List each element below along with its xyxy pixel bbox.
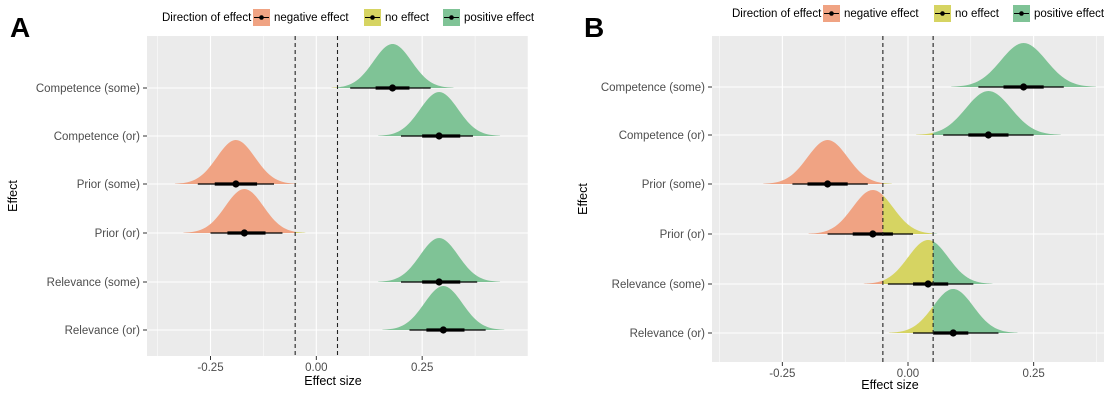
y-tick-label: Prior (some): [642, 179, 705, 191]
x-axis-title: Effect size: [304, 374, 361, 388]
legend-key-point: [259, 15, 264, 20]
legend-key-point: [940, 11, 945, 16]
legend-key-point: [829, 11, 834, 16]
median-point: [949, 329, 957, 337]
density-no-effect-3: [882, 195, 934, 234]
density-positive-5: [933, 289, 1018, 333]
y-axis-title: Effect: [576, 183, 590, 215]
legend-label: negative effect: [274, 12, 349, 24]
y-tick-label: Prior (or): [660, 229, 706, 241]
legend-key-point: [449, 15, 454, 20]
chart-panel-b: Competence (some) Competence (or) Prior (s…: [576, 5, 1104, 392]
density-positive-1: [933, 91, 1061, 135]
median-point: [439, 326, 447, 334]
density-positive-0: [951, 43, 1096, 87]
legend-key-point: [370, 15, 375, 20]
y-tick-label: Competence (some): [601, 82, 705, 94]
median-point: [435, 132, 443, 140]
panel-a-label: A: [10, 12, 31, 43]
y-tick-label: Relevance (some): [612, 279, 705, 291]
legend-label: negative effect: [844, 8, 919, 20]
x-tick-label: 0.25: [1022, 368, 1044, 380]
density-negative-3: [183, 189, 296, 233]
y-axis-title: Effect: [6, 180, 20, 212]
median-point: [240, 229, 248, 237]
median-point: [435, 278, 443, 286]
density-negative-4: [863, 280, 883, 284]
median-point: [823, 180, 832, 188]
y-tick-label: Relevance (some): [47, 277, 140, 289]
density-no-effect-5: [888, 306, 934, 333]
density-no-effect-0: [331, 87, 338, 88]
y-tick-label: Prior (some): [77, 179, 140, 191]
legend-title: Direction of effect: [162, 12, 252, 24]
x-tick-label: 0.00: [897, 368, 919, 380]
x-tick-label: -0.25: [197, 362, 223, 374]
y-tick-label: Competence (some): [36, 83, 140, 95]
plot-background: [147, 36, 528, 356]
x-tick-label: -0.25: [769, 368, 795, 380]
y-tick-label: Relevance (or): [630, 328, 706, 340]
density-positive-0: [337, 44, 454, 88]
x-axis-title: Effect size: [861, 378, 918, 392]
density-no-effect-4: [882, 240, 934, 284]
median-point: [232, 180, 240, 188]
y-tick-label: Competence (or): [54, 131, 140, 143]
x-tick-label: 0.00: [305, 362, 327, 374]
legend-title: Direction of effect: [732, 8, 822, 20]
median-point: [869, 230, 877, 238]
median-point: [924, 280, 932, 288]
density-positive-4: [378, 238, 501, 282]
density-no-effect-3: [295, 231, 306, 233]
median-point: [1019, 83, 1028, 91]
legend-label: no effect: [955, 8, 1000, 20]
density-negative-2: [174, 140, 296, 184]
y-tick-label: Competence (or): [619, 130, 705, 142]
y-tick-label: Prior (or): [95, 228, 141, 240]
density-negative-3: [808, 190, 883, 234]
legend-label: no effect: [385, 12, 430, 24]
legend-key-point: [1019, 11, 1024, 16]
density-positive-1: [378, 92, 501, 136]
x-tick-label: 0.25: [411, 362, 433, 374]
panel-b-label: B: [584, 12, 605, 43]
density-no-effect-1: [916, 132, 934, 135]
y-tick-label: Relevance (or): [65, 325, 141, 337]
median-point: [984, 131, 993, 139]
chart-panel-a: Competence (some) Competence (or) Prior (s…: [6, 9, 535, 388]
density-positive-4: [933, 241, 993, 284]
legend-label: positive effect: [1034, 8, 1104, 20]
density-negative-2: [763, 140, 883, 184]
median-point: [388, 84, 397, 92]
density-positive-5: [382, 286, 505, 330]
legend-label: positive effect: [464, 12, 535, 24]
density-no-effect-2: [882, 183, 892, 184]
